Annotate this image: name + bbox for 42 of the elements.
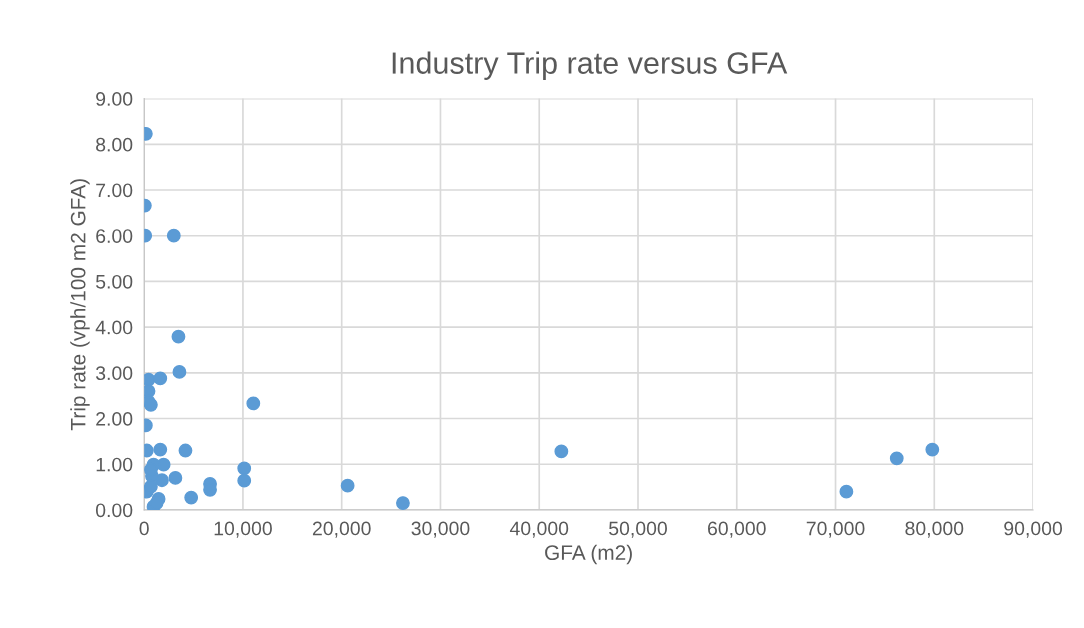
point bbox=[925, 442, 940, 457]
y-tick-label: 8.00 bbox=[96, 137, 133, 152]
y-axis-title: Trip rate (vph/100 m2 GFA) bbox=[70, 179, 90, 431]
x-tick-label: 50,000 bbox=[609, 521, 667, 538]
point bbox=[171, 329, 186, 344]
y-tick-label: 1.00 bbox=[96, 457, 133, 472]
y-tick-label: 4.00 bbox=[95, 320, 133, 335]
x-axis-title: GFA (m2) bbox=[545, 544, 632, 565]
point bbox=[554, 444, 569, 459]
x-tick-label: 10,000 bbox=[214, 521, 272, 538]
point bbox=[237, 461, 252, 476]
x-tick-label: 90,000 bbox=[1004, 521, 1063, 538]
x-tick-label: 60,000 bbox=[708, 521, 766, 538]
y-tick-label: 9.00 bbox=[96, 92, 133, 106]
y-tick-label: 2.00 bbox=[96, 411, 133, 426]
point bbox=[153, 371, 168, 386]
point bbox=[178, 443, 193, 458]
point bbox=[166, 228, 181, 243]
point bbox=[168, 471, 183, 485]
x-tick-label: 40,000 bbox=[509, 521, 569, 538]
point bbox=[153, 442, 168, 457]
point bbox=[340, 478, 355, 493]
x-tick-label: 80,000 bbox=[905, 521, 964, 538]
y-tick-label: 6.00 bbox=[96, 229, 133, 243]
chart-title: Industry Trip rate versus GFA bbox=[392, 51, 788, 80]
y-tick-label: 7.00 bbox=[96, 183, 133, 198]
point bbox=[184, 490, 199, 505]
y-tick-label: 3.00 bbox=[95, 366, 133, 381]
x-tick-label: 20,000 bbox=[312, 521, 371, 538]
point bbox=[144, 479, 158, 494]
y-tick-label: 0.00 bbox=[95, 503, 133, 518]
x-tick-label: 30,000 bbox=[411, 521, 470, 538]
point bbox=[237, 473, 252, 488]
point bbox=[839, 484, 854, 499]
point bbox=[396, 496, 410, 510]
point bbox=[246, 396, 261, 411]
x-tick-label: 70,000 bbox=[806, 521, 865, 538]
y-tick-label: 5.00 bbox=[96, 274, 133, 289]
point bbox=[144, 462, 158, 477]
point bbox=[889, 451, 904, 466]
point bbox=[172, 365, 187, 379]
x-tick-label: 0 bbox=[139, 521, 149, 536]
